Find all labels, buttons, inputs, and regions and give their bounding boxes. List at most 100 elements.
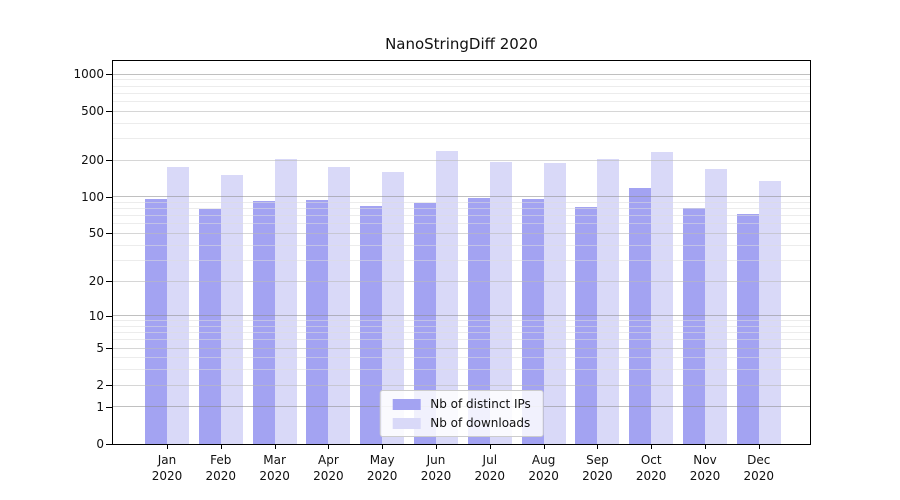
gridline-5 bbox=[113, 347, 810, 349]
bar-downloads-oct bbox=[651, 151, 674, 444]
y-tick-mark-5 bbox=[106, 348, 112, 350]
gridline-30 bbox=[113, 259, 810, 261]
x-tick-mark-mar bbox=[274, 444, 276, 449]
x-tick-mark-aug bbox=[543, 444, 545, 449]
y-tick-label-5: 5 bbox=[96, 341, 104, 356]
x-tick-label-jul: Jul 2020 bbox=[474, 453, 506, 483]
x-tick-label-nov: Nov 2020 bbox=[689, 453, 721, 483]
gridline-800 bbox=[113, 85, 810, 87]
gridline-300 bbox=[113, 137, 810, 139]
bar-downloads-sep bbox=[597, 158, 620, 444]
gridline-700 bbox=[113, 92, 810, 94]
gridline-4 bbox=[113, 357, 810, 359]
bar-distinct-ips-dec bbox=[736, 214, 759, 444]
legend-item-downloads: Nb of downloads bbox=[392, 416, 531, 430]
x-tick-mark-jul bbox=[489, 444, 491, 449]
legend-label-distinct-ips: Nb of distinct IPs bbox=[430, 397, 531, 411]
x-tick-mark-jun bbox=[436, 444, 437, 449]
x-tick-label-apr: Apr 2020 bbox=[313, 453, 344, 483]
bar-downloads-jul bbox=[489, 161, 512, 444]
gridline-60 bbox=[113, 223, 810, 225]
legend-swatch-downloads bbox=[392, 417, 421, 429]
bar-downloads-dec bbox=[758, 181, 781, 444]
x-tick-mark-apr bbox=[328, 444, 330, 449]
x-tick-label-jun: Jun 2020 bbox=[420, 453, 452, 483]
y-tick-mark-200 bbox=[106, 160, 112, 162]
gridline-20 bbox=[113, 280, 810, 282]
x-tick-label-oct: Oct 2020 bbox=[635, 453, 667, 483]
bar-downloads-mar bbox=[274, 158, 297, 444]
legend-label-downloads: Nb of downloads bbox=[430, 416, 531, 430]
y-tick-label-0: 0 bbox=[96, 437, 104, 451]
x-tick-label-mar: Mar 2020 bbox=[259, 453, 290, 483]
bar-distinct-ips-mar bbox=[252, 200, 275, 444]
gridline-10 bbox=[113, 315, 810, 317]
y-tick-label-50: 50 bbox=[88, 226, 104, 241]
legend-swatch-distinct-ips bbox=[392, 398, 421, 410]
y-tick-mark-500 bbox=[106, 111, 112, 113]
gridline-50 bbox=[113, 233, 810, 234]
y-tick-mark-20 bbox=[106, 280, 112, 282]
y-tick-mark-10 bbox=[106, 315, 112, 317]
bar-downloads-apr bbox=[328, 167, 351, 444]
y-tick-label-200: 200 bbox=[81, 153, 104, 168]
bar-distinct-ips-sep bbox=[575, 206, 598, 444]
y-tick-label-10: 10 bbox=[88, 308, 104, 323]
bar-downloads-jan bbox=[167, 167, 189, 444]
x-tick-mark-oct bbox=[651, 444, 653, 449]
gridline-1000 bbox=[113, 73, 810, 75]
gridline-7 bbox=[113, 332, 810, 334]
y-tick-label-20: 20 bbox=[88, 273, 104, 288]
gridline-500 bbox=[113, 110, 810, 112]
gridline-400 bbox=[113, 122, 810, 124]
bar-distinct-ips-jun bbox=[414, 202, 436, 444]
bar-downloads-nov bbox=[705, 169, 727, 444]
gridline-80 bbox=[113, 208, 810, 210]
gridline-9 bbox=[113, 320, 810, 322]
x-tick-mark-may bbox=[382, 444, 384, 449]
chart-title: NanoStringDiff 2020 bbox=[385, 35, 538, 53]
gridline-6 bbox=[113, 339, 810, 341]
bar-distinct-ips-may bbox=[360, 206, 383, 444]
y-tick-mark-50 bbox=[106, 233, 112, 235]
bar-distinct-ips-apr bbox=[306, 199, 329, 444]
x-tick-label-sep: Sep 2020 bbox=[582, 453, 613, 483]
y-tick-mark-2 bbox=[106, 385, 112, 387]
y-tick-label-1000: 1000 bbox=[73, 67, 104, 82]
y-tick-label-100: 100 bbox=[81, 189, 104, 204]
x-tick-mark-dec bbox=[758, 444, 760, 449]
y-tick-mark-1 bbox=[106, 406, 112, 408]
y-tick-label-1: 1 bbox=[96, 399, 104, 414]
gridline-70 bbox=[113, 215, 810, 217]
gridline-90 bbox=[113, 202, 810, 203]
bar-downloads-may bbox=[382, 172, 405, 444]
gridline-40 bbox=[113, 244, 810, 246]
bars-layer bbox=[113, 61, 810, 444]
x-tick-mark-jan bbox=[167, 444, 168, 449]
gridline-200 bbox=[113, 159, 810, 161]
y-tick-mark-0 bbox=[106, 444, 112, 445]
y-tick-mark-100 bbox=[106, 196, 112, 198]
x-tick-label-aug: Aug 2020 bbox=[528, 453, 559, 483]
legend: Nb of distinct IPs Nb of downloads bbox=[379, 390, 544, 437]
gridlines-layer bbox=[113, 61, 810, 444]
x-tick-label-dec: Dec 2020 bbox=[743, 453, 775, 483]
x-tick-label-may: May 2020 bbox=[366, 453, 398, 483]
x-tick-mark-sep bbox=[597, 444, 599, 449]
y-tick-label-2: 2 bbox=[96, 378, 104, 393]
gridline-900 bbox=[113, 79, 810, 81]
plot-area: Nb of distinct IPs Nb of downloads bbox=[112, 60, 811, 445]
legend-item-distinct-ips: Nb of distinct IPs bbox=[392, 397, 531, 411]
bar-downloads-feb bbox=[220, 175, 243, 444]
y-tick-mark-1000 bbox=[106, 74, 112, 76]
x-tick-label-feb: Feb 2020 bbox=[205, 453, 237, 483]
y-tick-label-500: 500 bbox=[81, 104, 104, 119]
gridline-2 bbox=[113, 384, 810, 386]
x-tick-label-jan: Jan 2020 bbox=[151, 453, 183, 483]
gridline-3 bbox=[113, 369, 810, 371]
gridline-100 bbox=[113, 196, 810, 198]
x-tick-mark-feb bbox=[220, 444, 222, 449]
gridline-8 bbox=[113, 325, 810, 327]
x-tick-mark-nov bbox=[705, 444, 706, 449]
